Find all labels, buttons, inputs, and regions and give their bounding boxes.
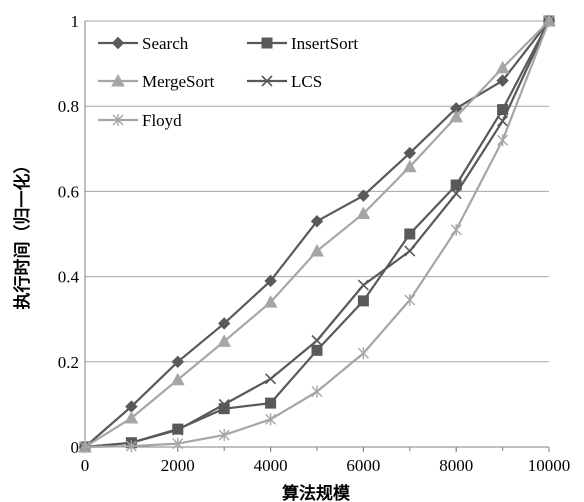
data-point-insertsort xyxy=(357,295,369,307)
data-point-floyd xyxy=(172,437,184,450)
legend-label-insertsort: InsertSort xyxy=(291,34,358,53)
legend-marker-insertsort xyxy=(261,37,273,49)
legend-layer: Search InsertSort MergeSort LCS Floyd xyxy=(98,34,358,130)
series-layer xyxy=(78,13,556,454)
data-point-search xyxy=(357,189,370,202)
data-point-lcs-stroke-b xyxy=(450,187,462,200)
y-tick-label: 0.2 xyxy=(58,353,79,372)
data-point-mergesort xyxy=(310,243,324,257)
data-point-search xyxy=(264,274,277,288)
x-tick-label: 0 xyxy=(81,456,90,475)
data-point-search xyxy=(403,146,417,160)
y-tick-label: 0 xyxy=(71,438,80,457)
y-tick-label: 0.4 xyxy=(58,268,80,287)
legend-label-search: Search xyxy=(142,34,189,53)
legend-label-mergesort: MergeSort xyxy=(142,72,215,91)
data-point-mergesort xyxy=(170,372,185,386)
data-point-mergesort xyxy=(217,334,232,347)
data-point-search xyxy=(217,317,231,330)
data-point-lcs xyxy=(450,187,462,200)
legend-item-search: Search xyxy=(98,34,189,53)
legend-marker-lcs xyxy=(261,75,273,87)
legend-marker-search xyxy=(111,36,125,50)
data-point-mergesort xyxy=(402,159,417,173)
data-point-lcs xyxy=(497,115,509,127)
data-point-lcs-stroke-b xyxy=(311,334,323,347)
data-point-mergesort xyxy=(449,109,464,123)
legend-item-insertsort: InsertSort xyxy=(247,34,358,53)
data-point-lcs-stroke-b xyxy=(357,279,369,291)
x-tick-label: 8000 xyxy=(439,456,473,475)
data-point-floyd xyxy=(265,413,277,426)
y-axis-title: 执行时间（归一化） xyxy=(12,157,33,310)
data-point-lcs-stroke-b xyxy=(497,115,509,127)
data-point-insertsort xyxy=(265,397,277,409)
series-lcs xyxy=(79,15,555,453)
data-point-search xyxy=(171,355,185,369)
data-point-lcs xyxy=(218,398,230,410)
series-floyd xyxy=(79,15,555,453)
legend-label-lcs: LCS xyxy=(291,72,322,91)
data-point-insertsort xyxy=(311,344,323,356)
data-point-floyd xyxy=(218,429,230,442)
data-point-insertsort xyxy=(404,228,416,240)
data-point-floyd xyxy=(543,15,555,27)
data-point-mergesort xyxy=(124,410,139,424)
data-point-mergesort xyxy=(495,60,510,74)
grid-layer xyxy=(85,20,549,363)
data-point-search xyxy=(310,215,324,228)
data-point-lcs-stroke-b xyxy=(172,424,184,436)
y-tick-label: 0.6 xyxy=(58,182,79,201)
data-point-lcs-stroke-b xyxy=(265,373,277,385)
data-point-mergesort xyxy=(263,295,278,308)
data-point-floyd xyxy=(497,134,509,147)
legend-marker-mergesort xyxy=(111,73,125,87)
legend-item-floyd: Floyd xyxy=(98,111,182,130)
data-point-lcs xyxy=(404,245,416,257)
data-point-lcs xyxy=(265,373,277,385)
series-mergesort xyxy=(78,13,556,453)
x-axis-title: 算法规模 xyxy=(281,483,351,502)
x-tick-label: 4000 xyxy=(254,456,288,475)
legend-item-lcs: LCS xyxy=(247,72,322,91)
data-point-floyd xyxy=(125,440,137,453)
data-point-lcs-stroke-b xyxy=(404,245,416,257)
y-tick-label: 1 xyxy=(71,12,80,31)
legend-label-floyd: Floyd xyxy=(142,111,182,130)
legend-marker-lcs-stroke-b xyxy=(261,75,273,87)
x-tick-label: 6000 xyxy=(346,456,380,475)
legend-marker-floyd xyxy=(112,114,124,126)
data-point-floyd xyxy=(79,441,91,453)
data-point-floyd xyxy=(311,385,323,398)
legend-item-mergesort: MergeSort xyxy=(98,72,215,91)
data-point-floyd xyxy=(357,347,369,360)
data-point-mergesort xyxy=(356,206,371,220)
data-point-floyd xyxy=(404,294,416,307)
data-point-search xyxy=(496,74,509,87)
data-point-lcs xyxy=(311,334,323,347)
data-point-lcs xyxy=(172,424,184,436)
data-point-floyd xyxy=(450,223,462,236)
x-tick-label: 10000 xyxy=(528,456,571,475)
y-tick-label: 0.8 xyxy=(58,97,79,116)
data-point-lcs xyxy=(357,279,369,291)
data-point-lcs-stroke-b xyxy=(218,398,230,410)
x-tick-label: 2000 xyxy=(161,456,195,475)
axis-layer: 0 0.2 0.4 0.6 0.8 1 0 2000 4000 6000 8000 10000 xyxy=(58,12,571,475)
